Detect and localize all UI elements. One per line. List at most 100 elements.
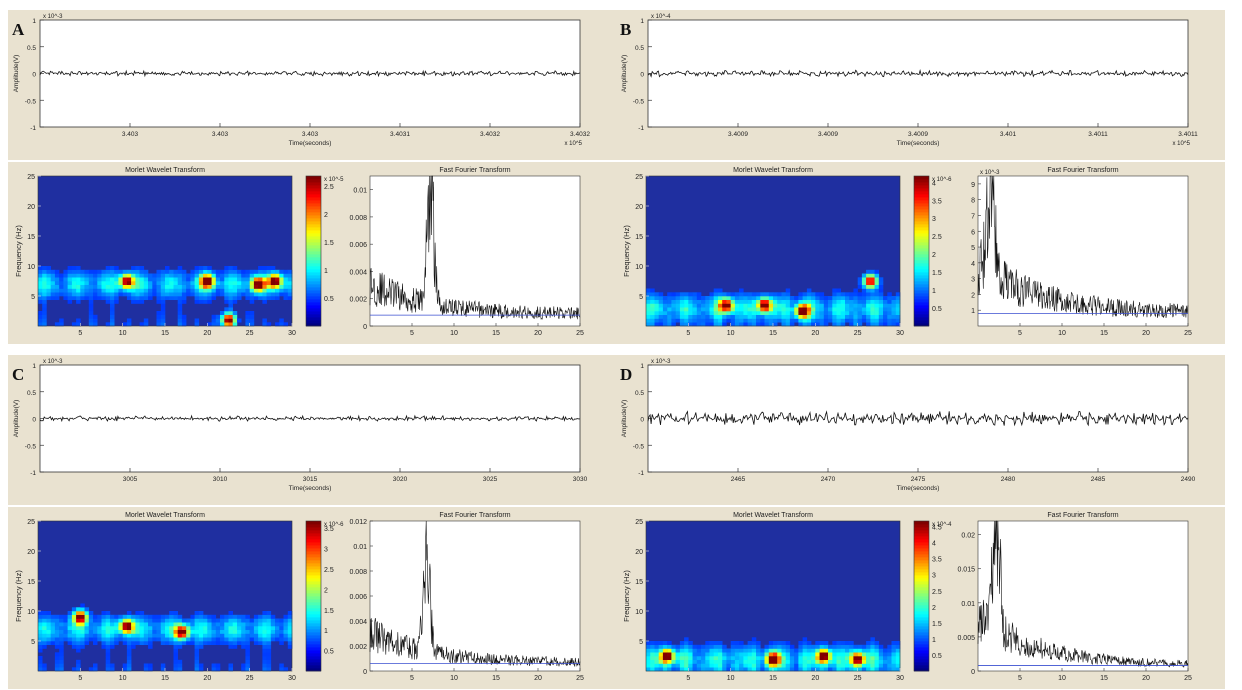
x-tick-label: 25 xyxy=(854,675,862,682)
x-tick-label: 25 xyxy=(246,330,254,337)
y-tick-label: -1 xyxy=(30,470,36,477)
x-tick-label: 20 xyxy=(1142,675,1150,682)
colorbar-tick-label: 0.5 xyxy=(932,653,942,660)
signal-trace xyxy=(39,69,581,78)
panel-letter: B xyxy=(620,20,632,39)
y-tick-label: 0.01 xyxy=(961,601,975,608)
y-tick-label: 0.004 xyxy=(349,269,367,276)
colorbar-tick-label: 1.5 xyxy=(932,270,942,277)
colorbar-tick-label: 2 xyxy=(932,252,936,259)
y-tick-label: 0.002 xyxy=(349,644,367,651)
x-tick-label: 10 xyxy=(727,675,735,682)
y-tick-label: 0.01 xyxy=(353,544,367,551)
y-axis-label: Amplitude(V) xyxy=(13,55,20,93)
y-tick-label: 0.5 xyxy=(635,390,644,397)
y-tick-label: 0 xyxy=(32,72,36,79)
x-tick-label: 15 xyxy=(161,675,169,682)
colorbar-tick-label: 2 xyxy=(324,587,328,594)
y-tick-label: 15 xyxy=(635,579,643,586)
y-tick-label: 0 xyxy=(640,417,644,424)
y-tick-label: 20 xyxy=(635,549,643,556)
y-tick-label: 10 xyxy=(635,609,643,616)
colorbar-tick-label: 4.5 xyxy=(932,525,942,532)
x-tick-label: 2465 xyxy=(731,476,746,483)
y-tick-label: 0 xyxy=(32,417,36,424)
colorbar-tick-label: 2.5 xyxy=(324,567,334,574)
x-tick-label: 3.4032 xyxy=(480,131,500,138)
x-tick-label: 3015 xyxy=(303,476,318,483)
wavelet-y-label: Frequency (Hz) xyxy=(622,570,631,622)
x-tick-label: 15 xyxy=(492,330,500,337)
colorbar-exponent: x 10^-6 xyxy=(932,177,952,183)
x-tick-label: 5 xyxy=(410,675,414,682)
colorbar-tick-label: 1 xyxy=(932,288,936,295)
y-tick-label: 5 xyxy=(971,245,975,252)
x-tick-label: 10 xyxy=(450,675,458,682)
y-tick-label: 0.012 xyxy=(349,519,367,526)
colorbar-tick-label: 0.5 xyxy=(932,306,942,313)
wavelet-heatmap xyxy=(38,521,293,672)
fft-title: Fast Fourier Transform xyxy=(439,512,510,519)
signal-plot: 1 0.5 0 -0.5 -1 x 10^-4 3.4009 3.4009 3.4009 3.40… xyxy=(621,14,1198,147)
x-tick-label: 30 xyxy=(288,330,296,337)
x-tick-label: 15 xyxy=(161,330,169,337)
y-tick-label: 25 xyxy=(635,519,643,526)
x-tick-label: 3025 xyxy=(483,476,498,483)
x-axis-label: Time(seconds) xyxy=(289,485,332,492)
x-tick-label: 10 xyxy=(119,675,127,682)
signal-panel-c: C 1 0.5 0 -0.5 -1 x 10^-3 3005 3010 3015 3020 3025 3… xyxy=(8,355,617,505)
colorbar-tick-label: 2.5 xyxy=(932,234,942,241)
x-tick-label: 25 xyxy=(1184,330,1192,337)
y-tick-label: 20 xyxy=(27,549,35,556)
y-tick-label: -0.5 xyxy=(25,98,37,105)
wavelet-title: Morlet Wavelet Transform xyxy=(733,167,813,174)
colorbar xyxy=(306,176,321,327)
x-tick-label: 5 xyxy=(686,330,690,337)
colorbar-tick-label: 3 xyxy=(932,573,936,580)
fft-title: Fast Fourier Transform xyxy=(1047,167,1118,174)
x-tick-label: 3020 xyxy=(393,476,408,483)
x-tick-label: 3030 xyxy=(573,476,588,483)
x-tick-label: 15 xyxy=(1100,675,1108,682)
x-tick-label: 3.4011 xyxy=(1088,131,1108,138)
y-tick-label: -1 xyxy=(30,125,36,132)
y-tick-label: 0.004 xyxy=(349,619,367,626)
y-tick-label: 0 xyxy=(363,669,367,676)
y-exponent: x 10^-3 xyxy=(43,359,63,365)
colorbar-tick-label: 1 xyxy=(324,628,328,635)
x-tick-label: 10 xyxy=(450,330,458,337)
x-tick-label: 20 xyxy=(811,675,819,682)
y-tick-label: -1 xyxy=(638,470,644,477)
x-tick-label: 20 xyxy=(1142,330,1150,337)
x-tick-label: 3.4011 xyxy=(1178,131,1198,138)
x-tick-label: 3.4009 xyxy=(728,131,748,138)
fft-axes xyxy=(369,520,581,672)
x-axis-label: Time(seconds) xyxy=(289,140,332,147)
y-tick-label: 0.015 xyxy=(957,567,975,574)
colorbar-tick-label: 2.5 xyxy=(324,184,334,191)
signal-plot: 1 0.5 0 -0.5 -1 x 10^-3 3.403 3.403 3.403 3.4031 3… xyxy=(13,14,590,147)
y-tick-label: 0.01 xyxy=(353,188,367,195)
x-tick-label: 5 xyxy=(1018,675,1022,682)
x-tick-label: 5 xyxy=(686,675,690,682)
x-tick-label: 5 xyxy=(1018,330,1022,337)
x-tick-label: 2490 xyxy=(1181,476,1196,483)
x-tick-label: 3.403 xyxy=(122,131,139,138)
colorbar-tick-label: 2 xyxy=(324,212,328,219)
x-tick-label: 20 xyxy=(203,330,211,337)
x-tick-label: 30 xyxy=(896,675,904,682)
y-tick-label: 5 xyxy=(31,294,35,301)
x-tick-label: 10 xyxy=(1058,330,1066,337)
y-axis-label: Amplitude(V) xyxy=(621,400,628,438)
x-tick-label: 5 xyxy=(78,675,82,682)
y-tick-label: 3 xyxy=(971,277,975,284)
y-tick-label: -1 xyxy=(638,125,644,132)
y-tick-label: 5 xyxy=(31,639,35,646)
wavelet-title: Morlet Wavelet Transform xyxy=(125,167,205,174)
x-tick-label: 25 xyxy=(576,675,584,682)
y-tick-label: 0.5 xyxy=(27,390,36,397)
x-tick-label: 3010 xyxy=(213,476,228,483)
transform-panel-a: Morlet Wavelet Transform 5 10 15 20 25 5 10 15 20… xyxy=(8,162,617,344)
